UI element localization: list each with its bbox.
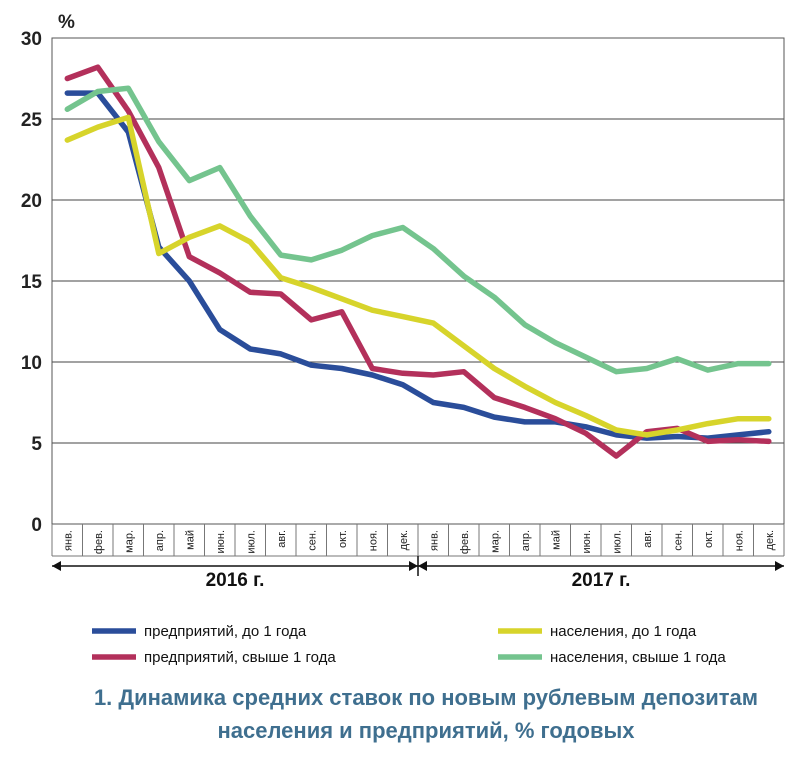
year-label: 2016 г.: [206, 570, 265, 591]
y-tick-label: 30: [21, 29, 42, 50]
legend-label: населения, до 1 года: [550, 623, 697, 640]
x-tick-label: май: [184, 530, 196, 550]
x-tick-label: сен.: [306, 530, 318, 551]
year-arrowhead: [775, 561, 784, 571]
chart-title: населения и предприятий, % годовых: [217, 718, 635, 743]
x-tick-label: апр.: [154, 530, 166, 551]
x-tick-label: окт.: [337, 530, 349, 548]
x-tick-label: июн.: [215, 530, 227, 554]
y-tick-label: 10: [21, 353, 42, 374]
y-tick-label: 5: [31, 434, 42, 455]
x-tick-label: фев.: [93, 530, 105, 554]
year-arrowhead: [52, 561, 61, 571]
y-tick-label: 0: [31, 515, 42, 536]
x-tick-label: май: [550, 530, 562, 550]
year-label: 2017 г.: [572, 570, 631, 591]
y-tick-label: 25: [21, 110, 43, 131]
legend-label: предприятий, свыше 1 года: [144, 649, 336, 666]
series-line: [64, 85, 772, 375]
x-tick-label: янв.: [62, 530, 74, 551]
x-tick-label: авг.: [276, 530, 288, 548]
series-line: [64, 90, 772, 441]
x-tick-label: окт.: [703, 530, 715, 548]
x-tick-label: фев.: [459, 530, 471, 554]
y-tick-label: 15: [21, 272, 43, 293]
x-tick-label: мар.: [123, 530, 135, 553]
y-tick-label: 20: [21, 191, 42, 212]
x-tick-label: июл.: [245, 530, 257, 554]
legend-label: предприятий, до 1 года: [144, 623, 307, 640]
x-tick-label: янв.: [428, 530, 440, 551]
x-tick-label: дек.: [764, 530, 776, 550]
x-tick-label: ноя.: [367, 530, 379, 551]
legend-label: населения, свыше 1 года: [550, 649, 726, 666]
x-tick-label: мар.: [489, 530, 501, 553]
x-tick-label: авг.: [642, 530, 654, 548]
x-tick-label: июл.: [611, 530, 623, 554]
series-line: [64, 114, 772, 438]
year-arrowhead: [409, 561, 418, 571]
y-axis-label: %: [58, 12, 75, 33]
chart-title: 1. Динамика средних ставок по новым рубл…: [94, 685, 758, 710]
x-tick-label: апр.: [520, 530, 532, 551]
x-tick-label: дек.: [398, 530, 410, 550]
x-tick-label: июн.: [581, 530, 593, 554]
x-tick-label: сен.: [672, 530, 684, 551]
year-arrowhead: [418, 561, 427, 571]
x-tick-label: ноя.: [733, 530, 745, 551]
